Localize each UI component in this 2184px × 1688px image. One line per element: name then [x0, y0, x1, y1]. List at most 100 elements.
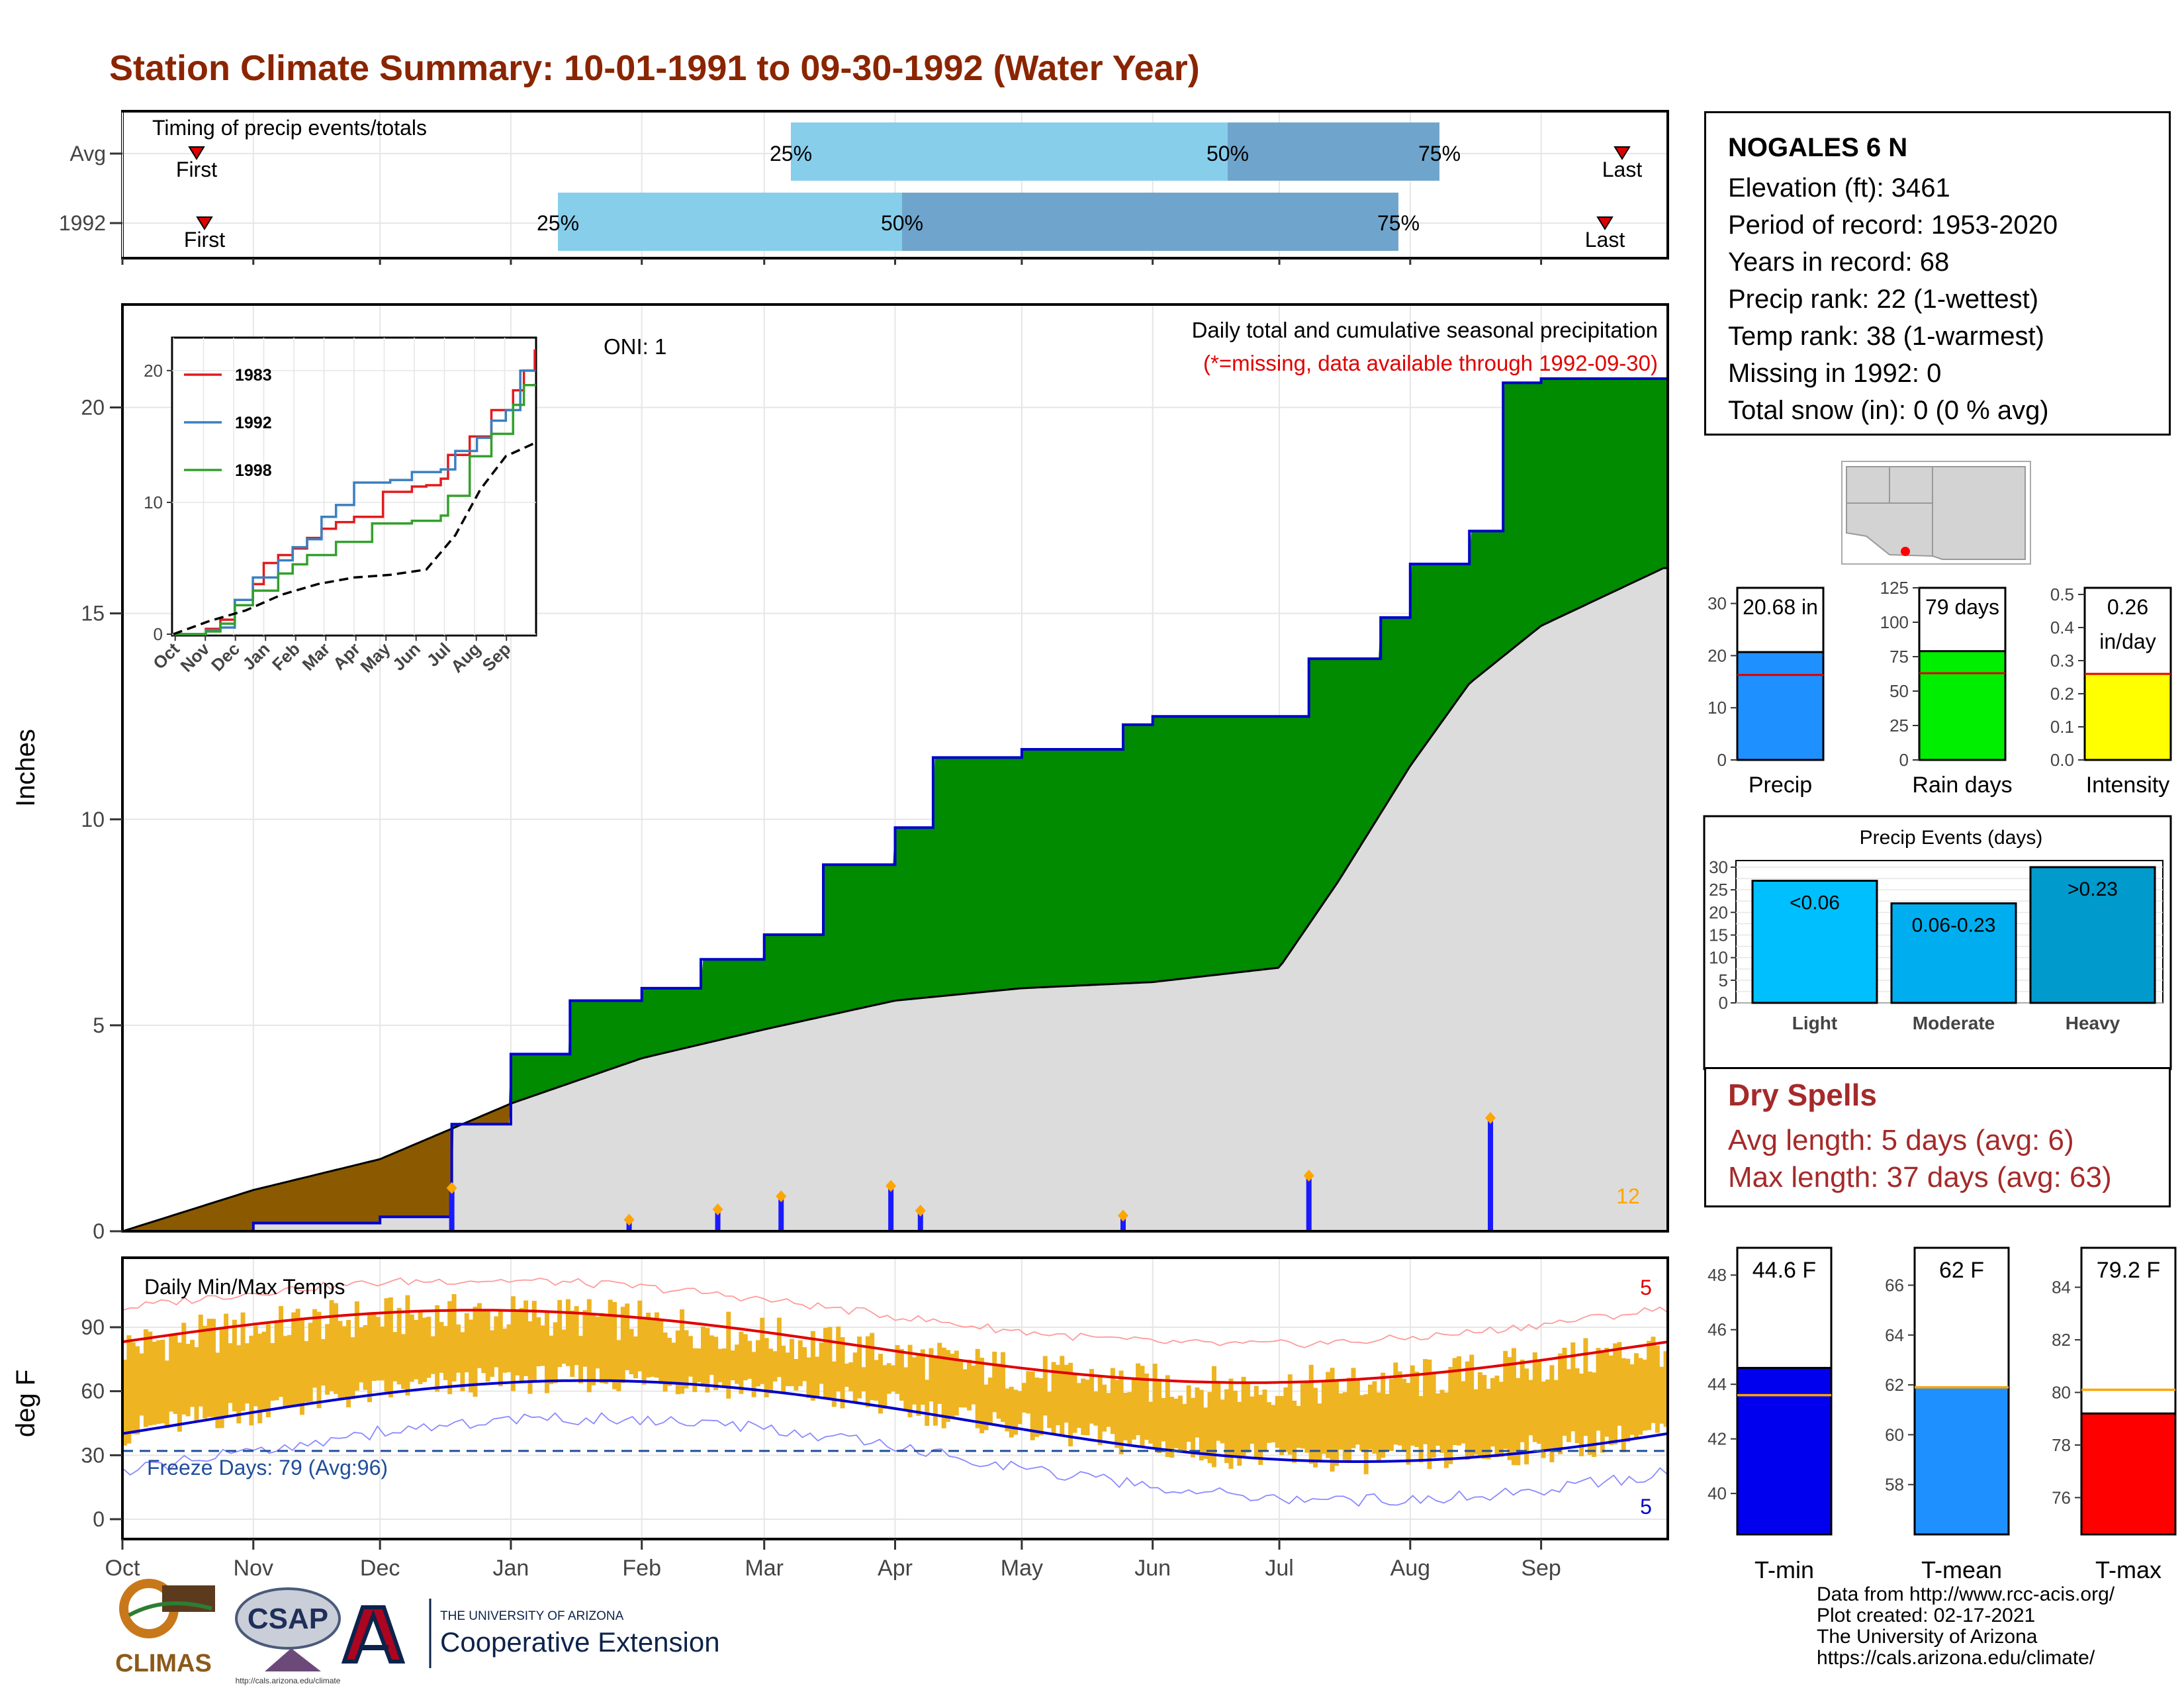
stat-ytick-label: 25	[1889, 716, 1909, 735]
events-bar-Heavy	[2029, 866, 2156, 1004]
stat-ytick-label: 125	[1880, 578, 1909, 598]
daily-temp-bar	[1275, 1395, 1280, 1448]
daily-temp-bar	[1317, 1403, 1322, 1463]
timing-avg-bar-50-75	[1228, 122, 1439, 181]
above-avg-area	[122, 379, 1668, 1231]
events-bar-label: >0.23	[2068, 878, 2118, 900]
daily-temp-bar	[253, 1325, 258, 1407]
daily-temp-bar	[473, 1306, 478, 1397]
daily-temp-bar	[1604, 1348, 1610, 1437]
daily-temp-bar	[519, 1308, 524, 1382]
station-info-panel: NOGALES 6 N Elevation (ft): 3461 Period …	[1704, 111, 2171, 436]
daily-temp-bar	[338, 1321, 343, 1401]
daily-temp-bar	[206, 1319, 212, 1417]
daily-precip-bar	[449, 1188, 455, 1231]
daily-temp-bar	[620, 1307, 625, 1383]
daily-temp-bar	[815, 1356, 820, 1398]
inset-legend-label: 1992	[235, 414, 272, 432]
precip-count-label: 12	[1616, 1184, 1640, 1208]
stat-ytick-label: 75	[1889, 647, 1909, 667]
observed-cumulative-line	[122, 377, 1668, 1233]
daily-temp-bar	[257, 1333, 263, 1424]
daily-temp-bar	[295, 1309, 300, 1406]
daily-temp-bar	[929, 1348, 934, 1402]
daily-precip-bar	[1120, 1215, 1126, 1231]
temp-stat-name-label: T-mean	[1921, 1556, 2002, 1583]
avg-max-line	[122, 1309, 1668, 1384]
temp-stat-ytick-label: 40	[1707, 1483, 1727, 1503]
station-name: NOGALES 6 N	[1728, 133, 1908, 162]
daily-temp-bar	[1621, 1358, 1626, 1452]
daily-temp-bar	[173, 1334, 178, 1414]
daily-temp-bar	[1385, 1393, 1390, 1451]
daily-temp-bar	[861, 1367, 866, 1391]
daily-temp-bar	[962, 1369, 968, 1408]
daily-temp-bar	[1647, 1340, 1652, 1430]
daily-temp-bar	[1228, 1378, 1234, 1469]
daily-temp-bar	[684, 1330, 689, 1389]
temp-ytick-label: 0	[93, 1507, 105, 1531]
daily-temp-bar	[747, 1340, 752, 1379]
stat-ytick-label: 0	[1717, 750, 1727, 770]
timing-avg-bar-25-50	[791, 122, 1228, 181]
daily-temp-bar	[654, 1312, 659, 1378]
daily-precip-marker	[712, 1203, 723, 1216]
temp-ytick-label: 60	[81, 1380, 105, 1403]
daily-temp-bar	[802, 1347, 807, 1382]
daily-temp-bar	[1532, 1352, 1537, 1442]
daily-temp-bar	[1507, 1357, 1512, 1460]
location-map	[1841, 461, 2031, 565]
daily-temp-bar	[164, 1360, 169, 1429]
daily-temp-bar	[844, 1364, 849, 1387]
timing-avg-first-label: First	[176, 158, 217, 181]
daily-precip-bar	[888, 1186, 894, 1231]
daily-temp-bar	[1402, 1378, 1407, 1450]
timing-1992-last-label: Last	[1585, 228, 1625, 252]
daily-temp-bar	[228, 1343, 233, 1403]
daily-precip-marker	[776, 1190, 787, 1203]
daily-temp-bar	[1030, 1371, 1035, 1440]
daily-temp-bar	[1511, 1348, 1516, 1466]
daily-temp-bar	[987, 1378, 993, 1424]
timing-avg-last-marker	[1614, 146, 1631, 160]
daily-temp-bar	[1081, 1378, 1086, 1435]
daily-temp-bar	[1562, 1347, 1567, 1436]
daily-temp-bar	[1520, 1359, 1525, 1442]
daily-precip-bar	[1488, 1117, 1494, 1231]
month-label: Jun	[1134, 1556, 1171, 1581]
daily-temp-bar	[1452, 1358, 1457, 1445]
inset-legend-label: 1998	[235, 461, 272, 480]
daily-temp-bar	[1191, 1397, 1196, 1458]
daily-temp-bar	[549, 1335, 554, 1384]
daily-temp-bar	[1423, 1359, 1428, 1444]
events-ytick-label: 5	[1719, 970, 1728, 990]
daily-temp-bar	[485, 1309, 490, 1382]
daily-temp-bar	[925, 1380, 930, 1426]
daily-temp-bar	[920, 1349, 925, 1405]
daily-temp-bar	[937, 1342, 942, 1404]
dry-spells-avg: Avg length: 5 days (avg: 6)	[1728, 1124, 2074, 1156]
daily-temp-bar	[591, 1315, 596, 1385]
daily-temp-bar	[1068, 1362, 1073, 1446]
daily-temp-bar	[903, 1367, 909, 1411]
daily-temp-bar	[553, 1322, 558, 1383]
climas-text: CLIMAS	[115, 1650, 212, 1677]
stat-ytick-label: 50	[1889, 681, 1909, 701]
daily-temp-bar	[1253, 1385, 1259, 1459]
daily-temp-bar	[1461, 1381, 1466, 1444]
timing-1992-row-label: 1992	[59, 211, 106, 235]
temp-stat-name-label: T-max	[2095, 1556, 2161, 1583]
daily-temp-bar	[1262, 1389, 1267, 1452]
daily-temp-bar	[1110, 1368, 1115, 1434]
daily-temp-bar	[1592, 1372, 1597, 1457]
daily-temp-bar	[1013, 1389, 1019, 1435]
events-ytick-label: 10	[1709, 948, 1728, 968]
daily-temp-bar	[1118, 1370, 1124, 1454]
daily-temp-bar	[380, 1326, 385, 1381]
daily-temp-bar	[721, 1348, 727, 1386]
timing-1992-75: 75%	[1377, 211, 1420, 235]
stat-ytick-label: 0.5	[2050, 585, 2074, 604]
daily-temp-bar	[1625, 1358, 1631, 1442]
precip-ytick-label: 20	[81, 396, 105, 420]
daily-temp-bar	[139, 1353, 144, 1416]
